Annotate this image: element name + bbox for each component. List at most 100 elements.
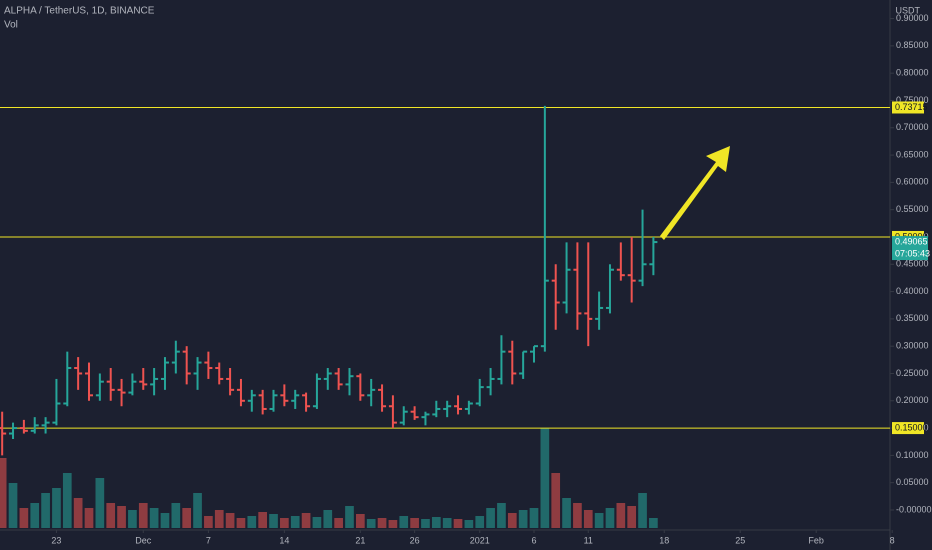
x-tick-label: 25 [735,535,745,545]
volume-bar [269,514,278,528]
volume-bar [507,513,517,528]
chart-title: ALPHA / TetherUS, 1D, BINANCE [4,6,155,17]
volume-bar [236,518,246,528]
levels-layer [0,106,890,429]
countdown-label: 07:05:43 [895,248,930,258]
volume-bar [605,508,615,528]
y-tick-label: 0.10000 [896,450,929,460]
volume-bar [649,518,658,528]
last-price-box [892,236,928,261]
volume-bar [117,506,126,528]
volume-bar [464,520,474,528]
volume-bar [518,510,528,528]
volume-bar [345,506,354,528]
volume-bar [551,473,561,528]
y-tick-label: -0.00000 [896,504,932,514]
annotation-arrow [660,146,730,240]
volume-bar [95,478,105,528]
level-label: 0.15000 [895,422,928,432]
volume-bar [529,508,539,528]
volume-bar [638,493,647,528]
volume-bar [193,493,202,528]
volume-bar [19,508,29,528]
volume-bar [573,503,582,528]
y-tick-label: 0.35000 [896,313,929,323]
bars-layer [0,105,658,456]
volume-bar [171,503,181,528]
volume-bar [8,483,18,528]
volume-bar [562,498,571,528]
volume-bar [182,508,192,528]
y-tick-label: 0.85000 [896,40,929,50]
volume-bar [442,518,452,528]
x-tick-label: 21 [355,535,365,545]
y-tick-label: 0.60000 [896,177,929,187]
volume-bar [399,516,409,528]
volume-bar [410,518,419,528]
volume-bar [290,516,300,528]
volume-bar [280,518,289,528]
y-tick-label: 0.25000 [896,368,929,378]
volume-bar [41,493,50,528]
axis-layer: -0.00000 0.05000 0.10000 0.15000 0.20000 0.25… [51,13,931,545]
volume-bar [334,518,343,528]
volume-bar [627,506,637,528]
volume-bar [323,510,333,528]
y-tick-label: 0.55000 [896,204,929,214]
volume-bar [138,503,148,528]
volume-bar [0,458,7,528]
volume-bar [377,518,387,528]
volume-bar [486,508,495,528]
volume-bar [616,503,626,528]
y-tick-label: 0.20000 [896,395,929,405]
volume-bar [301,513,311,528]
volume-bar [106,503,116,528]
x-tick-label: 18 [659,535,669,545]
volume-bar [583,510,593,528]
volume-bar [594,513,604,528]
y-tick-label: 0.40000 [896,286,929,296]
volume-bar [366,519,376,528]
x-tick-label: 11 [584,535,593,545]
x-tick-label: 23 [51,535,61,545]
level-label-box [892,101,924,114]
volume-bar [73,498,83,528]
volume-bar [475,516,485,528]
volume-bar [52,488,61,528]
x-tick-label: 14 [279,535,289,545]
volume-bar [225,513,235,528]
volume-bar [540,428,550,528]
volume-bar [258,512,267,528]
volume-bar [30,503,40,528]
level-label-box [892,422,924,435]
x-tick-label: 8 [890,535,895,545]
volume-label: Vol [4,20,18,31]
y-tick-label: 0.70000 [896,122,929,132]
volume-bar [388,520,398,528]
last-price-label: 0.49065 [895,236,928,246]
volume-bar [453,519,463,528]
volume-bar [84,508,94,528]
y-tick-label: 0.90000 [896,13,929,23]
volume-bar [247,516,257,528]
volume-bar [160,513,170,528]
y-tick-label: 0.45000 [896,259,929,269]
currency-label: USDT [896,5,921,15]
volume-bar [497,503,506,528]
volume-bar [312,517,322,528]
volume-bar [431,517,441,528]
volume-bar [214,510,224,528]
x-tick-label: Dec [135,535,152,545]
volume-bar [149,508,159,528]
x-tick-label: Feb [808,535,824,545]
x-tick-label: 26 [410,535,420,545]
x-tick-label: 7 [206,535,211,545]
volume-bar [356,514,365,528]
volume-bar [421,519,430,528]
y-tick-label: 0.80000 [896,68,929,78]
y-tick-label: 0.75000 [896,95,929,105]
volume-layer [0,428,658,528]
